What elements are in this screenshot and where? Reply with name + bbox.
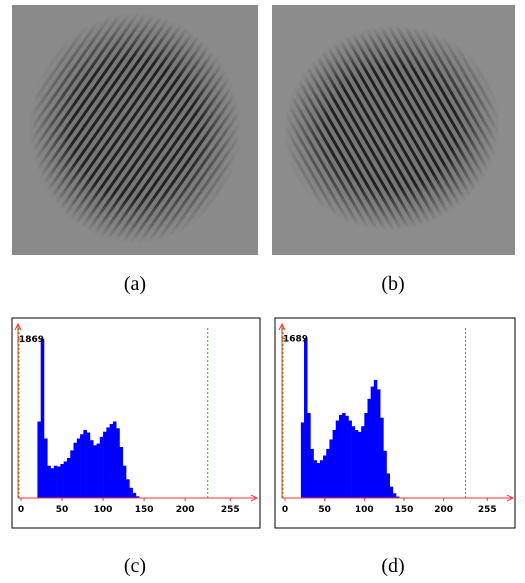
bar (83, 430, 87, 498)
y-tick-label: 1869 (19, 335, 44, 345)
bar (313, 460, 318, 498)
bar (386, 473, 390, 498)
x-tick-label: 255 (478, 505, 497, 515)
bar (50, 468, 55, 498)
x-tick-label: 100 (355, 505, 374, 515)
bar (332, 430, 337, 498)
bar (316, 463, 321, 498)
fingerprint-image-a (12, 5, 258, 255)
x-tick-label: 150 (135, 505, 154, 515)
bar (300, 422, 305, 498)
bar (66, 458, 71, 498)
bar (119, 447, 124, 498)
bar (122, 465, 127, 498)
bar (43, 438, 48, 498)
bar (129, 487, 133, 498)
bar (326, 448, 330, 498)
bar (126, 479, 130, 498)
x-tick-label: 255 (221, 505, 240, 515)
caption: (d) (381, 555, 404, 577)
bar (132, 492, 137, 498)
caption: (b) (381, 273, 404, 295)
x-tick-label: 0 (18, 505, 24, 515)
bar (99, 436, 104, 498)
bar (342, 413, 346, 498)
x-tick-label: 0 (282, 505, 288, 515)
x-tick-label: 200 (176, 505, 195, 515)
bar (335, 420, 340, 498)
bar (389, 486, 394, 498)
x-tick-label: 200 (434, 505, 453, 515)
bar (106, 427, 110, 498)
bar (135, 496, 140, 498)
bar (310, 448, 314, 498)
bar (370, 386, 375, 498)
fingerprint-image-b (272, 5, 515, 255)
bar (80, 434, 84, 498)
bar (307, 413, 311, 498)
bar (109, 424, 114, 498)
bar (93, 445, 97, 498)
bar (357, 431, 362, 498)
bar (40, 339, 45, 498)
x-tick-label: 100 (94, 505, 113, 515)
bar (60, 464, 64, 498)
caption: (c) (124, 555, 146, 577)
bar (116, 428, 120, 498)
bar (47, 465, 51, 498)
y-axis-arrow (14, 322, 22, 331)
bar (53, 465, 58, 498)
bar (367, 398, 371, 498)
bar (380, 417, 384, 498)
bar (86, 432, 91, 498)
bar (96, 443, 101, 498)
bar (70, 450, 74, 498)
y-tick-label: 1689 (283, 334, 308, 344)
x-tick-label: 50 (56, 505, 69, 515)
bar (345, 415, 349, 498)
bar (103, 431, 107, 498)
bar (392, 493, 397, 498)
bar (338, 414, 343, 498)
caption: (a) (124, 273, 146, 295)
bar (319, 460, 324, 498)
bar (112, 421, 117, 498)
bar (73, 442, 78, 498)
x-axis-arrow (506, 494, 515, 502)
bar (364, 413, 368, 498)
bar (396, 496, 400, 498)
bar (373, 379, 378, 498)
bar (304, 338, 308, 498)
bar (89, 440, 94, 498)
bar (323, 455, 327, 498)
bar (37, 421, 41, 498)
x-axis-arrow (250, 494, 259, 502)
bar (351, 426, 356, 498)
x-tick-label: 50 (318, 505, 331, 515)
bar (57, 466, 61, 498)
x-tick-label: 150 (395, 505, 414, 515)
bar (377, 389, 381, 498)
bar (354, 430, 359, 498)
bar (361, 426, 365, 498)
bar (348, 420, 352, 498)
bar (329, 439, 333, 498)
y-axis-arrow (278, 322, 286, 331)
bar (383, 450, 387, 498)
bar (76, 438, 81, 498)
bar (63, 461, 68, 498)
